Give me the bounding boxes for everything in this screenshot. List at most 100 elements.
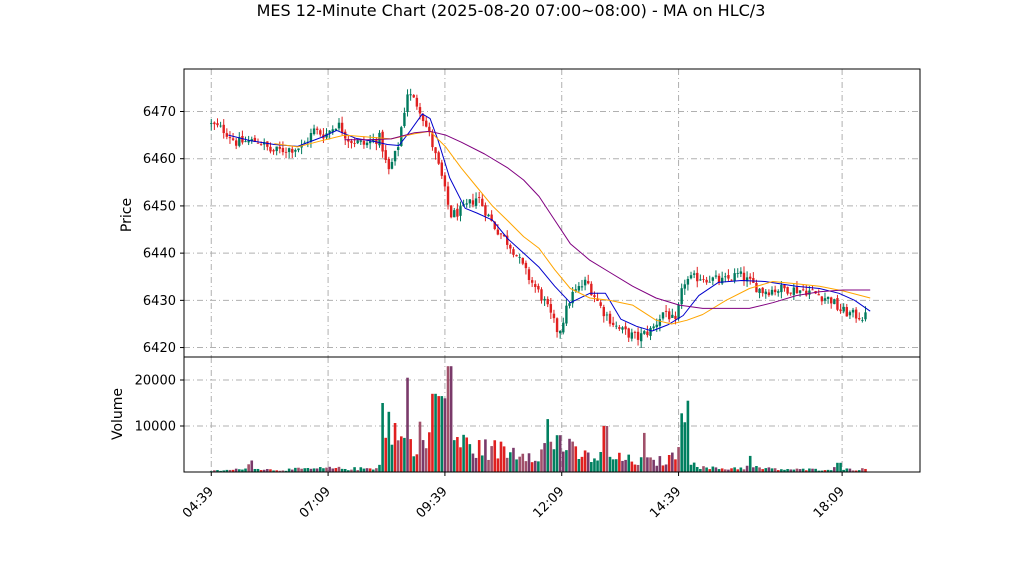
candle-body-65 bbox=[412, 95, 415, 98]
candle-body-94 bbox=[502, 234, 506, 237]
volume-bar-156 bbox=[695, 466, 699, 472]
candle-body-39 bbox=[331, 129, 334, 133]
volume-bar-1 bbox=[213, 470, 216, 472]
volume-bar-149 bbox=[674, 459, 677, 472]
volume-bar-52 bbox=[371, 469, 375, 472]
volume-bar-113 bbox=[561, 451, 565, 472]
candle-body-121 bbox=[587, 281, 590, 284]
candle-body-3 bbox=[219, 125, 222, 127]
candle-body-1 bbox=[213, 122, 216, 125]
candle-body-56 bbox=[384, 150, 387, 160]
candle-body-91 bbox=[493, 221, 496, 230]
volume-bar-140 bbox=[646, 457, 649, 472]
candle-body-190 bbox=[801, 289, 805, 291]
candle-body-210 bbox=[864, 312, 867, 320]
candle-body-13 bbox=[250, 139, 253, 142]
volume-bar-72 bbox=[434, 393, 437, 472]
candle-body-12 bbox=[247, 140, 250, 143]
candle-body-134 bbox=[627, 328, 630, 338]
candle-body-27 bbox=[294, 149, 297, 152]
candle-body-112 bbox=[558, 331, 562, 334]
volume-bar-199 bbox=[829, 470, 833, 472]
candle-body-139 bbox=[643, 331, 646, 334]
candle-body-10 bbox=[241, 136, 244, 143]
volume-bar-97 bbox=[512, 447, 515, 472]
volume-bar-143 bbox=[655, 465, 659, 472]
candle-body-195 bbox=[817, 294, 820, 296]
price-ytick-label-0: 6420 bbox=[143, 341, 176, 356]
volume-bar-88 bbox=[484, 439, 487, 472]
candle-body-76 bbox=[446, 186, 450, 205]
candle-body-55 bbox=[381, 131, 384, 152]
candle-body-64 bbox=[409, 94, 412, 96]
candle-body-18 bbox=[266, 141, 269, 147]
volume-bar-146 bbox=[664, 464, 668, 472]
volume-bar-68 bbox=[421, 440, 425, 472]
candle-body-156 bbox=[696, 272, 699, 282]
volume-bar-7 bbox=[231, 469, 235, 472]
volume-bar-11 bbox=[244, 468, 247, 472]
volume-bar-22 bbox=[278, 470, 282, 472]
volume-bar-152 bbox=[683, 422, 687, 472]
volume-bar-130 bbox=[614, 459, 618, 472]
candle-body-48 bbox=[359, 140, 362, 142]
candle-body-143 bbox=[655, 324, 658, 328]
candle-body-63 bbox=[406, 94, 409, 112]
volume-bar-202 bbox=[839, 462, 842, 472]
volume-bar-138 bbox=[639, 457, 643, 472]
volume-bar-34 bbox=[315, 468, 319, 472]
volume-bar-33 bbox=[312, 468, 316, 472]
volume-bar-78 bbox=[452, 440, 456, 472]
volume-bar-161 bbox=[711, 466, 715, 472]
plot-frames bbox=[183, 68, 921, 473]
volume-bar-46 bbox=[353, 467, 356, 472]
candle-body-42 bbox=[340, 122, 344, 133]
candle-body-164 bbox=[720, 277, 724, 284]
candle-body-163 bbox=[717, 275, 721, 283]
volume-bar-62 bbox=[403, 437, 406, 472]
volume-bar-141 bbox=[649, 457, 652, 472]
candle-body-117 bbox=[574, 289, 577, 291]
candle-body-57 bbox=[387, 158, 391, 170]
candle-body-177 bbox=[761, 287, 764, 294]
volume-bar-148 bbox=[671, 452, 674, 472]
candle-body-38 bbox=[328, 130, 331, 134]
candle-body-58 bbox=[390, 162, 394, 169]
candle-body-82 bbox=[465, 203, 468, 205]
volume-bar-111 bbox=[555, 435, 559, 472]
volume-bar-43 bbox=[343, 468, 347, 472]
candle-body-202 bbox=[839, 309, 842, 312]
volume-bar-180 bbox=[770, 468, 774, 472]
candle-body-73 bbox=[437, 152, 440, 164]
volume-bar-123 bbox=[593, 458, 596, 472]
volume-bar-32 bbox=[309, 468, 313, 472]
candle-body-144 bbox=[658, 319, 662, 326]
volume-bar-179 bbox=[767, 467, 771, 472]
volume-bar-115 bbox=[568, 438, 571, 472]
volume-bar-100 bbox=[521, 453, 525, 472]
candle-body-71 bbox=[431, 133, 434, 148]
volume-bar-121 bbox=[586, 452, 590, 472]
volume-bar-55 bbox=[381, 403, 384, 472]
volume-bar-80 bbox=[459, 447, 462, 472]
volume-bar-17 bbox=[262, 469, 266, 472]
candle-body-15 bbox=[256, 142, 260, 144]
volume-bar-159 bbox=[705, 467, 708, 472]
volume-bar-75 bbox=[443, 398, 447, 472]
volume-bar-136 bbox=[633, 464, 637, 472]
volume-bar-134 bbox=[627, 454, 631, 472]
candle-body-28 bbox=[297, 148, 300, 151]
candle-body-181 bbox=[773, 289, 777, 293]
candle-body-187 bbox=[792, 287, 796, 295]
candle-body-191 bbox=[805, 290, 808, 296]
volume-bar-209 bbox=[861, 468, 864, 472]
candle-body-167 bbox=[730, 279, 733, 281]
candle-body-140 bbox=[646, 331, 649, 336]
candle-body-183 bbox=[780, 284, 783, 293]
volume-bar-120 bbox=[583, 450, 587, 472]
volume-bar-87 bbox=[480, 455, 484, 472]
price-ytick-label-5: 6470 bbox=[143, 105, 176, 120]
candlestick-series bbox=[210, 88, 867, 348]
candle-body-150 bbox=[677, 304, 680, 319]
volume-bar-122 bbox=[590, 462, 593, 472]
